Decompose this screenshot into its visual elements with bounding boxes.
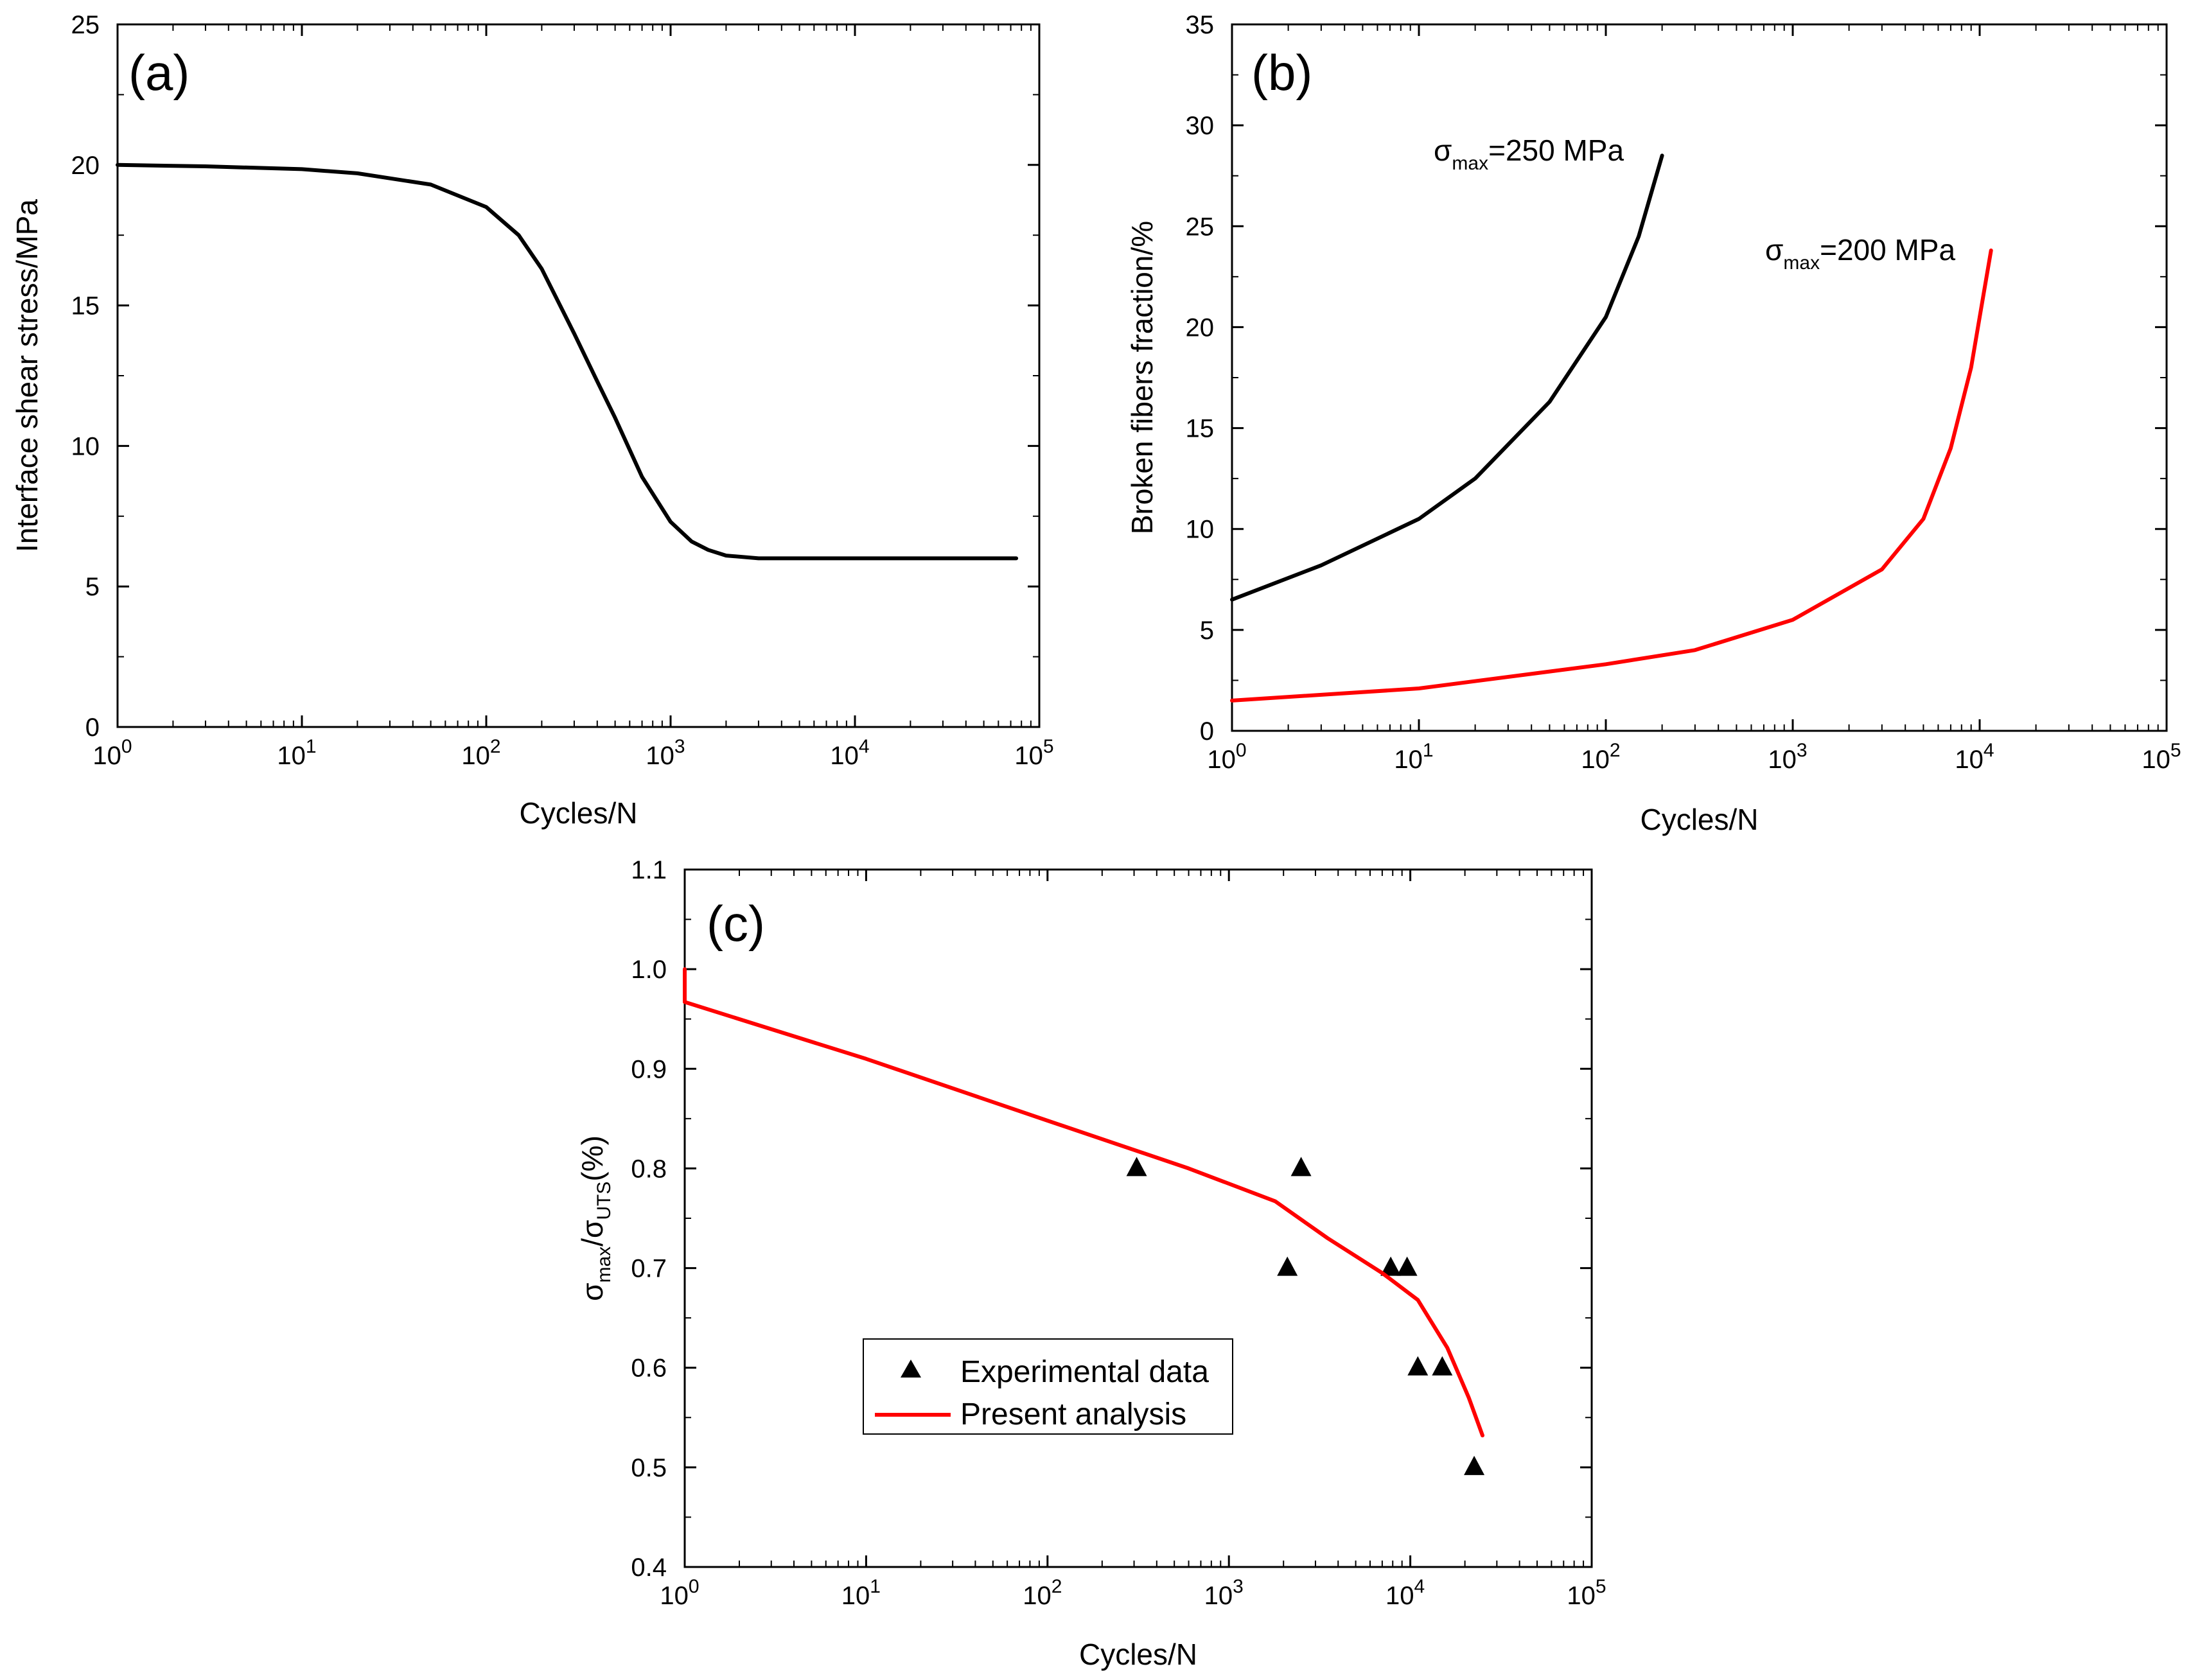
y-tick-label: 35 xyxy=(1186,11,1215,39)
panel-label: (a) xyxy=(128,44,189,101)
data-point xyxy=(1290,1157,1312,1177)
data-point xyxy=(1407,1356,1429,1376)
y-tick-label: 20 xyxy=(1186,313,1215,342)
y-tick-label: 0 xyxy=(85,713,100,742)
legend-box xyxy=(863,1338,1233,1435)
x-tick-label: 101 xyxy=(841,1576,881,1610)
y-tick-label: 1.1 xyxy=(631,856,667,884)
x-tick-label: 102 xyxy=(461,736,500,770)
x-tick-label: 104 xyxy=(1386,1576,1425,1610)
y-tick-label: 0.6 xyxy=(631,1354,667,1383)
y-tick-label: 15 xyxy=(1186,415,1215,443)
panel-c: 100 101 102 103 104 105 0.4 0.5 0.6 0.7 0.8 0.9 1.0 1… xyxy=(576,856,1606,1671)
series-line xyxy=(1230,249,1993,703)
data-point xyxy=(1432,1356,1453,1376)
x-tick-label: 105 xyxy=(2142,740,2181,774)
panel-a: 100 101 102 103 104 105 0 5 10 15 20 25 (a) Cycles/N I… xyxy=(10,11,1054,830)
series-annotation: σmax=200 MPa xyxy=(1765,233,1955,274)
panel-b: 100 101 102 103 104 105 0 5 10 15 20 25 30 35 (b) Cycle… xyxy=(1125,11,2181,836)
x-tick-label: 105 xyxy=(1567,1576,1606,1610)
y-tick-label: 0.7 xyxy=(631,1255,667,1283)
y-tick-label: 10 xyxy=(71,432,100,460)
y-tick-label: 25 xyxy=(71,11,100,39)
y-tick-label: 5 xyxy=(1200,617,1214,645)
y-tick-label: 0 xyxy=(1200,717,1214,746)
data-point xyxy=(1277,1256,1298,1276)
series-line xyxy=(116,162,1019,561)
y-axis-label: σmax/σUTS(%) xyxy=(576,1135,615,1301)
x-tick-label: 100 xyxy=(92,736,132,770)
y-tick-label: 30 xyxy=(1186,112,1215,140)
panel-label: (c) xyxy=(707,895,765,952)
y-tick-label: 15 xyxy=(71,292,100,320)
series-line xyxy=(683,967,1484,1438)
series-line xyxy=(1230,153,1664,602)
x-tick-label: 105 xyxy=(1014,736,1053,770)
legend-label: Experimental data xyxy=(960,1355,1209,1389)
y-tick-label: 0.4 xyxy=(631,1553,667,1582)
x-tick-label: 101 xyxy=(1394,740,1433,774)
data-point xyxy=(1396,1256,1418,1276)
legend-label: Present analysis xyxy=(960,1397,1186,1431)
data-point xyxy=(1380,1256,1402,1276)
x-tick-label: 102 xyxy=(1023,1576,1062,1610)
x-tick-label: 103 xyxy=(646,736,685,770)
y-tick-label: 10 xyxy=(1186,516,1215,544)
y-tick-label: 25 xyxy=(1186,213,1215,241)
y-axis-label: Broken fibers fraction/% xyxy=(1125,221,1159,534)
y-tick-label: 20 xyxy=(71,152,100,180)
x-tick-label: 103 xyxy=(1768,740,1807,774)
x-tick-label: 104 xyxy=(1955,740,1994,774)
legend-marker-triangle xyxy=(901,1360,921,1378)
y-tick-label: 0.5 xyxy=(631,1454,667,1482)
y-tick-label: 5 xyxy=(85,573,100,601)
y-tick-label: 0.8 xyxy=(631,1155,667,1183)
y-tick-label: 0.9 xyxy=(631,1055,667,1083)
y-axis-label: Interface shear stress/MPa xyxy=(10,199,44,552)
x-tick-label: 104 xyxy=(830,736,869,770)
series-annotation: σmax=250 MPa xyxy=(1434,134,1624,174)
x-axis-label: Cycles/N xyxy=(1079,1638,1197,1671)
x-tick-label: 101 xyxy=(277,736,316,770)
panel-label: (b) xyxy=(1251,44,1312,101)
data-point xyxy=(1464,1455,1485,1475)
x-tick-label: 100 xyxy=(1207,740,1246,774)
x-tick-label: 102 xyxy=(1581,740,1620,774)
x-axis-label: Cycles/N xyxy=(519,796,637,830)
data-point xyxy=(1126,1157,1147,1177)
x-tick-label: 103 xyxy=(1204,1576,1244,1610)
y-tick-label: 1.0 xyxy=(631,956,667,984)
x-axis-label: Cycles/N xyxy=(1640,803,1758,836)
x-tick-label: 100 xyxy=(660,1576,699,1610)
